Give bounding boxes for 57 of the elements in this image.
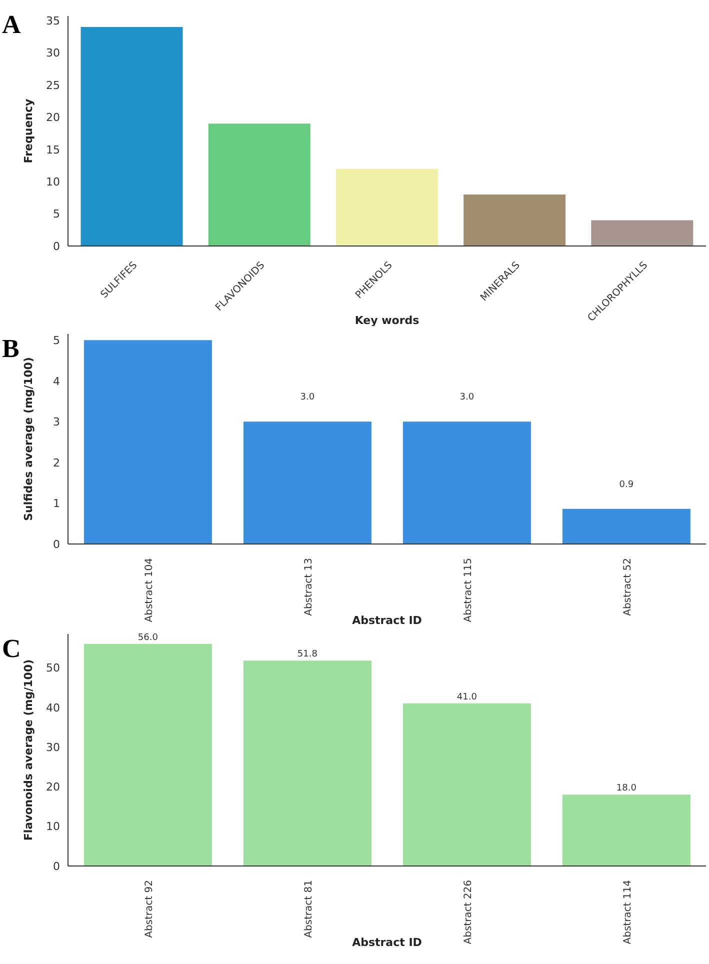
y-tick-label: 40 bbox=[46, 701, 60, 714]
y-tick-label: 10 bbox=[46, 820, 60, 834]
data-label: 41.0 bbox=[456, 692, 478, 702]
bar bbox=[80, 26, 183, 246]
y-tick-label: 30 bbox=[46, 740, 60, 754]
x-axis-title: Abstract ID bbox=[352, 936, 422, 949]
x-tick-label: Abstract 13 bbox=[303, 558, 314, 616]
y-tick-label: 20 bbox=[46, 780, 60, 794]
x-tick-label: Abstract 115 bbox=[462, 558, 474, 622]
data-label: 51.8 bbox=[297, 650, 318, 660]
bar bbox=[402, 422, 531, 544]
bar bbox=[84, 340, 212, 544]
y-tick-label: 5 bbox=[53, 334, 60, 348]
y-tick-label: 2 bbox=[53, 456, 60, 470]
y-tick-label: 1 bbox=[53, 497, 60, 510]
y-tick-label: 5 bbox=[53, 208, 60, 221]
text: C bbox=[2, 634, 21, 664]
data-label: 0.9 bbox=[619, 480, 634, 490]
y-tick-label: 4 bbox=[53, 374, 60, 388]
text: A bbox=[2, 10, 21, 40]
x-tick-label: Abstract 104 bbox=[144, 558, 155, 622]
bar bbox=[84, 644, 212, 866]
text: B bbox=[2, 334, 20, 364]
x-axis-title: Key words bbox=[354, 314, 420, 327]
bar bbox=[243, 660, 372, 866]
bar bbox=[336, 168, 438, 246]
x-axis-title: Abstract ID bbox=[352, 614, 422, 627]
x-tick-label: Abstract 52 bbox=[622, 558, 634, 616]
x-tick-label: Abstract 114 bbox=[622, 880, 634, 944]
bar bbox=[562, 508, 690, 544]
y-tick-label: 0 bbox=[53, 538, 60, 551]
y-tick-label: 0 bbox=[53, 860, 60, 873]
x-tick-label: Abstract 226 bbox=[462, 880, 474, 944]
data-label: 3.0 bbox=[300, 392, 315, 403]
bar bbox=[208, 124, 310, 246]
y-tick-label: 35 bbox=[46, 14, 60, 28]
bar bbox=[591, 220, 694, 246]
x-tick-label: Abstract 92 bbox=[144, 880, 155, 938]
y-tick-label: 20 bbox=[46, 111, 60, 124]
data-label: 56.0 bbox=[138, 632, 158, 643]
y-tick-label: 25 bbox=[46, 78, 60, 92]
bar bbox=[243, 422, 372, 544]
bar bbox=[562, 794, 690, 866]
y-tick-label: 0 bbox=[53, 240, 60, 253]
bar bbox=[464, 194, 566, 246]
data-label: 3.0 bbox=[460, 392, 474, 403]
y-tick-label: 15 bbox=[46, 143, 60, 156]
data-label: 18.0 bbox=[616, 784, 637, 794]
y-tick-label: 30 bbox=[46, 46, 60, 60]
y-axis-title: Flavonoids average (mg/100) bbox=[22, 659, 35, 841]
bar bbox=[402, 703, 531, 866]
x-tick-label: Abstract 81 bbox=[303, 880, 314, 938]
y-axis-title: Sulfides average (mg/100) bbox=[22, 357, 35, 521]
y-tick-label: 50 bbox=[46, 662, 60, 675]
y-tick-label: 3 bbox=[53, 416, 60, 429]
y-axis-title: Frequency bbox=[22, 98, 35, 164]
y-tick-label: 10 bbox=[46, 175, 60, 188]
